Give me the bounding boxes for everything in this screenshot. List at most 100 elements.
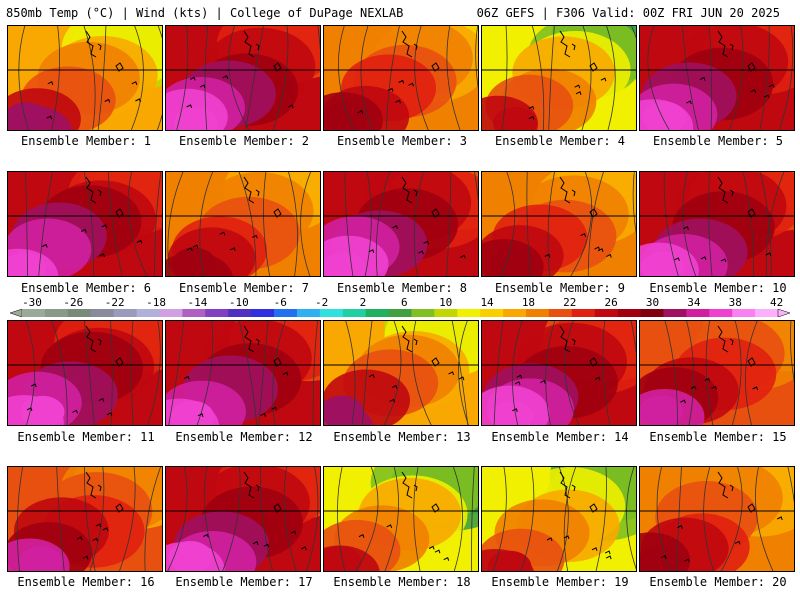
temperature-colorbar: [10, 309, 790, 317]
wind-barb: [387, 87, 394, 92]
ensemble-member-label: Ensemble Member: 10: [649, 281, 787, 295]
wind-barb: [263, 543, 270, 548]
wind-barb: [600, 77, 607, 82]
wind-barb: [605, 555, 612, 560]
ensemble-member-label: Ensemble Member: 14: [491, 430, 629, 444]
ensemble-member-map: [7, 320, 163, 426]
temperature-field: [482, 321, 636, 425]
colorbar-tick-label: 38: [728, 296, 742, 309]
coastline: [559, 176, 598, 218]
wind-barb: [386, 524, 393, 529]
colorbar-swatch: [571, 309, 596, 317]
wind-barb: [395, 99, 401, 104]
colorbar-tick-label: 10: [439, 296, 453, 309]
temperature-field: [482, 172, 636, 276]
wind-barb: [418, 250, 424, 255]
wind-barb: [686, 100, 692, 105]
wind-barb: [30, 383, 37, 388]
ensemble-member-label: Ensemble Member: 16: [17, 575, 155, 589]
coastline: [401, 30, 440, 72]
colorbar-swatch: [594, 309, 619, 317]
ensemble-member-map: [481, 171, 637, 277]
temperature-field: [640, 467, 794, 571]
colorbar-tick-label: 22: [563, 296, 577, 309]
coastline: [401, 471, 440, 513]
wind-barb: [443, 556, 450, 561]
temperature-field: [8, 321, 162, 425]
colorbar-swatch: [755, 309, 779, 317]
wind-barb: [574, 84, 581, 89]
ensemble-member-label: Ensemble Member: 15: [649, 430, 787, 444]
coastline: [559, 471, 598, 513]
wind-barb: [428, 545, 435, 550]
coastline: [85, 325, 124, 367]
wind-barb: [563, 535, 570, 540]
wind-barb: [528, 105, 535, 110]
colorbar-swatch: [296, 309, 321, 317]
wind-barb: [26, 407, 33, 412]
colorbar-swatch: [251, 309, 275, 317]
ensemble-member-label: Ensemble Member: 9: [494, 281, 626, 295]
wind-barb: [186, 104, 193, 109]
wind-barb: [690, 385, 697, 390]
wind-barb: [660, 555, 667, 559]
wind-barb: [594, 376, 601, 381]
wind-barb: [704, 377, 711, 382]
wind-barb: [106, 412, 113, 416]
wind-barb: [41, 243, 48, 248]
colorbar-swatch: [342, 309, 367, 317]
wind-barb: [389, 398, 396, 403]
wind-barb: [287, 104, 294, 109]
ensemble-member-map: [639, 25, 795, 131]
colorbar-min-arrow: [10, 309, 23, 317]
ensemble-member-label: Ensemble Member: 5: [652, 134, 784, 148]
temperature-field: [482, 467, 636, 571]
wind-barb: [750, 89, 757, 93]
wind-barb: [423, 240, 429, 245]
wind-barb: [408, 82, 414, 87]
wind-barb: [101, 224, 108, 229]
temperature-field: [166, 172, 320, 276]
colorbar-max-arrow: [777, 309, 790, 317]
ensemble-member-map: [7, 171, 163, 277]
temperature-field: [8, 26, 162, 130]
ensemble-member-map: [639, 171, 795, 277]
ensemble-member-map: [165, 466, 321, 572]
wind-barb: [580, 232, 586, 237]
colorbar-tick-label: -22: [104, 296, 125, 309]
wind-barb: [282, 371, 289, 376]
wind-barb: [104, 98, 111, 103]
colorbar-tick-label: -6: [273, 296, 287, 309]
wind-barb: [222, 75, 229, 79]
colorbar-swatch: [411, 309, 435, 317]
wind-barb: [252, 234, 258, 239]
wind-barb: [368, 373, 375, 378]
wind-barb: [448, 371, 455, 376]
colorbar-swatch: [44, 309, 69, 317]
colorbar-swatch: [709, 309, 733, 317]
colorbar-swatch: [228, 309, 252, 317]
colorbar-swatch: [503, 309, 527, 317]
colorbar-tick-label: 42: [770, 296, 784, 309]
ensemble-member-map: [323, 171, 479, 277]
ensemble-member-map: [165, 25, 321, 131]
coastline: [243, 325, 282, 367]
wind-barb: [752, 386, 759, 391]
wind-barb: [290, 530, 297, 535]
colorbar-swatch: [663, 309, 687, 317]
wind-barb: [219, 231, 226, 236]
colorbar-swatch: [480, 309, 504, 317]
coastline: [717, 176, 756, 218]
chart-title: 850mb Temp (°C) | Wind (kts) | College o…: [6, 6, 404, 20]
wind-barb: [699, 76, 706, 81]
colorbar-swatch: [548, 309, 573, 317]
colorbar-swatch: [136, 309, 160, 317]
temperature-field: [324, 467, 478, 571]
wind-barb: [674, 257, 680, 262]
wind-barb: [711, 385, 717, 390]
wind-barb: [776, 516, 783, 521]
temperature-field: [8, 172, 162, 276]
wind-barb: [189, 76, 196, 81]
ensemble-member-map: [323, 466, 479, 572]
ensemble-member-label: Ensemble Member: 4: [494, 134, 626, 148]
